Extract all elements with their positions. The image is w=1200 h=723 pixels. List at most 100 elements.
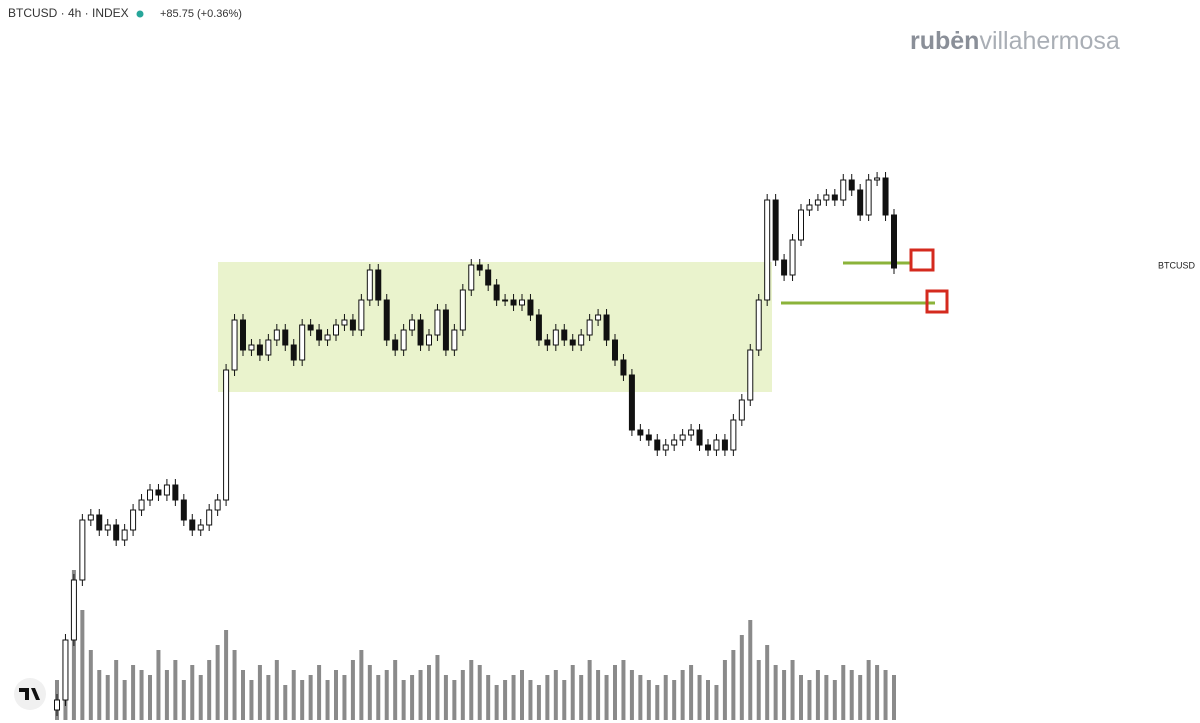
- volume-bar: [807, 680, 812, 720]
- candle-body: [434, 309, 441, 336]
- candle-body: [79, 519, 86, 581]
- candle-body: [569, 339, 576, 346]
- candle-body: [240, 319, 246, 351]
- volume-bar: [545, 675, 550, 720]
- volume-bar: [164, 670, 169, 720]
- volume-bar: [334, 670, 338, 720]
- volume-bar: [799, 675, 803, 720]
- candle-body: [485, 269, 492, 286]
- tv-logo: [14, 678, 46, 710]
- brand: rubėnvillahermosa: [910, 27, 1120, 55]
- volume-bar: [689, 665, 694, 720]
- volume-bar: [866, 660, 871, 720]
- volume-bar: [122, 680, 127, 720]
- volume-bar: [739, 635, 744, 720]
- candle-body: [747, 349, 754, 401]
- candle-body: [814, 199, 821, 206]
- volume-bar: [156, 650, 161, 720]
- candle-body: [730, 419, 737, 451]
- candle-body: [366, 269, 373, 301]
- volume-bar: [892, 675, 896, 720]
- candle-body: [256, 344, 263, 356]
- candle-body: [535, 314, 542, 341]
- symbol-title: BTCUSD · 4h · INDEX: [8, 6, 129, 20]
- candle-body: [189, 519, 196, 531]
- volume-bar: [697, 675, 702, 720]
- volume-bar: [629, 670, 634, 720]
- volume-bar: [367, 665, 372, 720]
- volume-bar: [266, 675, 271, 720]
- candle-body: [180, 499, 187, 521]
- candle-body: [527, 299, 534, 316]
- volume-bar: [604, 675, 609, 720]
- volume-bar: [849, 670, 854, 720]
- candle-body: [223, 369, 230, 501]
- volume-bar: [773, 665, 778, 720]
- volume-bar: [875, 665, 880, 720]
- candle-body: [654, 439, 661, 451]
- candle-body: [290, 344, 297, 361]
- volume-bar: [494, 685, 499, 720]
- candle-body: [798, 209, 804, 241]
- candle-body: [316, 329, 323, 341]
- volume-bar: [579, 675, 584, 720]
- candle-body: [645, 434, 652, 441]
- candle-body: [561, 329, 568, 341]
- candle-body: [214, 499, 221, 511]
- candle-body: [612, 339, 618, 361]
- candle-body: [637, 429, 644, 436]
- volume-bar: [114, 660, 119, 720]
- candle-body: [409, 319, 416, 331]
- candle-body: [426, 334, 432, 346]
- price-change: +85.75 (+0.36%): [160, 8, 242, 20]
- candle-body: [383, 299, 390, 341]
- volume-bar: [553, 670, 558, 720]
- candle-body: [206, 509, 213, 526]
- candle-body: [147, 489, 153, 501]
- candle-body: [476, 264, 483, 271]
- volume-bar: [308, 675, 313, 720]
- volume-bar: [460, 670, 465, 720]
- volume-bar: [765, 645, 770, 720]
- candle-body: [721, 439, 728, 451]
- candle-body: [273, 329, 280, 341]
- volume-bar: [748, 620, 753, 720]
- candle-body: [519, 299, 525, 306]
- candle-body: [248, 344, 255, 351]
- candle-body: [781, 259, 788, 276]
- candle-body: [341, 319, 348, 326]
- volume-bar: [224, 630, 229, 720]
- candle-body: [299, 324, 306, 361]
- candle-body: [324, 334, 331, 341]
- candle-body: [705, 444, 711, 451]
- volume-bar: [782, 670, 787, 720]
- target-box: [909, 248, 935, 272]
- candle-body: [620, 359, 627, 376]
- volume-bar: [418, 670, 423, 720]
- candle-body: [155, 489, 162, 496]
- candle-body: [671, 439, 678, 446]
- volume-bar: [427, 665, 431, 720]
- candle-body: [96, 514, 103, 531]
- volume-bar: [520, 670, 524, 720]
- volume-bar: [317, 665, 322, 720]
- volume-bar: [215, 645, 220, 720]
- volume-bar: [477, 665, 482, 720]
- candle-body: [87, 514, 94, 521]
- volume-bar: [621, 660, 626, 720]
- volume-bar: [790, 660, 795, 720]
- volume-bar: [663, 675, 668, 720]
- volume-bar: [393, 660, 398, 720]
- volume-bar: [232, 650, 237, 720]
- candle-body: [552, 329, 559, 346]
- candle-body: [688, 429, 695, 436]
- candle-body: [603, 314, 610, 341]
- candle-body: [172, 484, 179, 501]
- candle-body: [265, 339, 272, 356]
- candle-body: [121, 529, 128, 541]
- candle-body: [578, 334, 585, 346]
- candle-body: [738, 399, 745, 421]
- candle-body: [231, 319, 238, 371]
- status-dot: [136, 10, 144, 18]
- volume-bar: [452, 680, 457, 720]
